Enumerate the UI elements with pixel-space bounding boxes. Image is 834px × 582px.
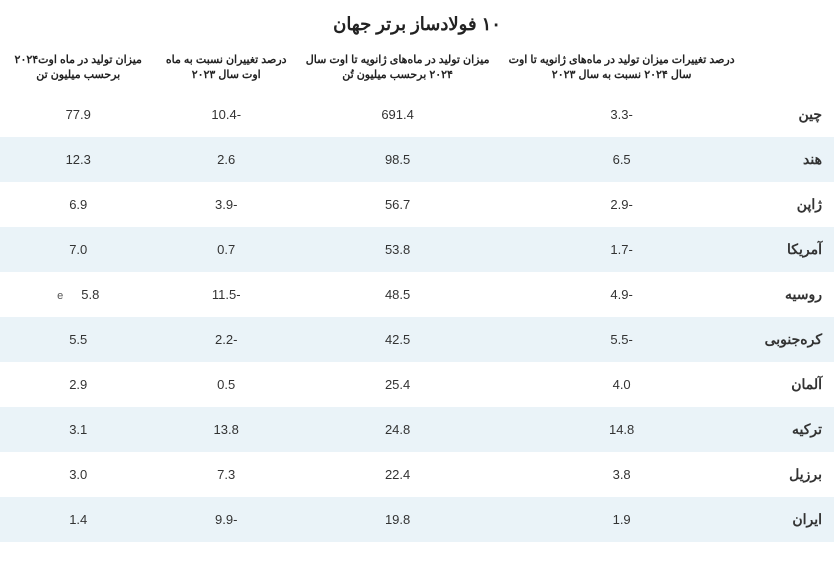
cell-mom-change: -2.2 — [156, 317, 295, 362]
col-ytd-prod: میزان تولید در ماه‌های ژانویه تا اوت سال… — [296, 45, 499, 92]
cell-ytd-prod: 691.4 — [296, 92, 499, 137]
cell-country: برزیل — [744, 452, 834, 497]
cell-country: آمریکا — [744, 227, 834, 272]
cell-ytd-prod: 98.5 — [296, 137, 499, 182]
cell-aug-value: 77.9 — [66, 107, 91, 122]
cell-ytd-change: -5.5 — [499, 317, 744, 362]
cell-ytd-prod: 56.7 — [296, 182, 499, 227]
cell-ytd-change: -4.9 — [499, 272, 744, 317]
cell-ytd-change: 1.9 — [499, 497, 744, 542]
cell-aug-value: 5.8 — [81, 287, 99, 302]
col-mom-change: درصد تغییران نسبت به ماه اوت سال ۲۰۲۳ — [156, 45, 295, 92]
cell-mom-change: -11.5 — [156, 272, 295, 317]
cell-mom-change: 13.8 — [156, 407, 295, 452]
cell-country: چین — [744, 92, 834, 137]
cell-aug-value: 3.0 — [69, 467, 87, 482]
cell-country: ترکیه — [744, 407, 834, 452]
cell-ytd-change: 6.5 — [499, 137, 744, 182]
cell-aug-prod: 6.9 — [0, 182, 156, 227]
header-row: درصد تغییرات میزان تولید در ماه‌های ژانو… — [0, 45, 834, 92]
cell-ytd-prod: 48.5 — [296, 272, 499, 317]
table-row: ایران1.919.8-9.9 1.4 — [0, 497, 834, 542]
cell-ytd-change: -2.9 — [499, 182, 744, 227]
cell-aug-prod: e 5.8 — [0, 272, 156, 317]
cell-mom-change: -3.9 — [156, 182, 295, 227]
cell-mom-change: 7.3 — [156, 452, 295, 497]
cell-ytd-prod: 42.5 — [296, 317, 499, 362]
cell-mom-change: 0.5 — [156, 362, 295, 407]
cell-ytd-prod: 24.8 — [296, 407, 499, 452]
cell-ytd-prod: 19.8 — [296, 497, 499, 542]
cell-aug-prod: 7.0 — [0, 227, 156, 272]
cell-country: ایران — [744, 497, 834, 542]
cell-aug-prod: 5.5 — [0, 317, 156, 362]
cell-aug-prod: 2.9 — [0, 362, 156, 407]
cell-country: کره‌جنوبی — [744, 317, 834, 362]
col-aug-prod: میزان تولید در ماه اوت۲۰۲۴ برحسب میلیون … — [0, 45, 156, 92]
table-row: هند6.598.52.6 12.3 — [0, 137, 834, 182]
cell-ytd-change: 14.8 — [499, 407, 744, 452]
col-country — [744, 45, 834, 92]
table-row: آلمان4.025.40.5 2.9 — [0, 362, 834, 407]
cell-country: آلمان — [744, 362, 834, 407]
cell-ytd-prod: 25.4 — [296, 362, 499, 407]
cell-aug-value: 12.3 — [66, 152, 91, 167]
cell-aug-prod: 3.1 — [0, 407, 156, 452]
table-row: آمریکا-1.753.80.7 7.0 — [0, 227, 834, 272]
cell-ytd-change: -3.3 — [499, 92, 744, 137]
cell-ytd-prod: 53.8 — [296, 227, 499, 272]
cell-ytd-change: 3.8 — [499, 452, 744, 497]
cell-ytd-change: 4.0 — [499, 362, 744, 407]
table-row: روسیه-4.948.5-11.5 e 5.8 — [0, 272, 834, 317]
cell-aug-value: 1.4 — [69, 512, 87, 527]
cell-aug-value: 2.9 — [69, 377, 87, 392]
table-row: ترکیه14.824.813.8 3.1 — [0, 407, 834, 452]
cell-aug-value: 3.1 — [69, 422, 87, 437]
steel-producers-table: درصد تغییرات میزان تولید در ماه‌های ژانو… — [0, 45, 834, 542]
cell-aug-value: 5.5 — [69, 332, 87, 347]
cell-aug-prod: 12.3 — [0, 137, 156, 182]
cell-ytd-change: -1.7 — [499, 227, 744, 272]
cell-mom-change: 2.6 — [156, 137, 295, 182]
cell-aug-prod: 1.4 — [0, 497, 156, 542]
cell-aug-note: e — [57, 290, 63, 302]
col-ytd-change: درصد تغییرات میزان تولید در ماه‌های ژانو… — [499, 45, 744, 92]
cell-country: هند — [744, 137, 834, 182]
cell-country: ژاپن — [744, 182, 834, 227]
cell-country: روسیه — [744, 272, 834, 317]
table-title: ۱۰ فولادساز برتر جهان — [0, 0, 834, 45]
cell-aug-value: 7.0 — [69, 242, 87, 257]
cell-mom-change: -10.4 — [156, 92, 295, 137]
cell-mom-change: -9.9 — [156, 497, 295, 542]
table-row: چین-3.3691.4-10.4 77.9 — [0, 92, 834, 137]
cell-aug-prod: 77.9 — [0, 92, 156, 137]
table-row: ژاپن-2.956.7-3.9 6.9 — [0, 182, 834, 227]
cell-aug-prod: 3.0 — [0, 452, 156, 497]
table-row: برزیل3.822.47.3 3.0 — [0, 452, 834, 497]
table-row: کره‌جنوبی-5.542.5-2.2 5.5 — [0, 317, 834, 362]
cell-aug-value: 6.9 — [69, 197, 87, 212]
cell-mom-change: 0.7 — [156, 227, 295, 272]
cell-ytd-prod: 22.4 — [296, 452, 499, 497]
